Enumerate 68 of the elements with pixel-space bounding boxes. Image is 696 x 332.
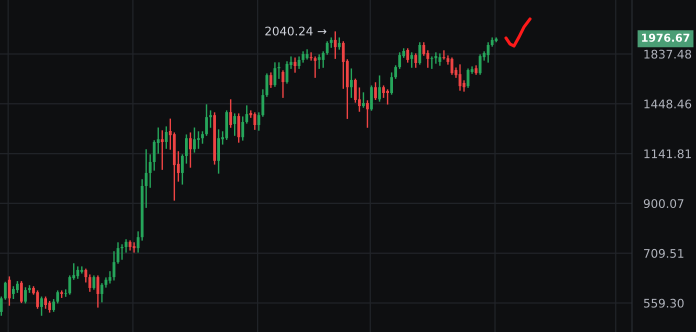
candlestick xyxy=(310,52,313,61)
candlestick xyxy=(314,56,317,78)
candlestick xyxy=(120,244,124,260)
candlestick xyxy=(16,281,19,293)
candlestick xyxy=(209,110,212,128)
candlestick xyxy=(378,75,381,102)
candlestick xyxy=(450,57,454,75)
candlestick xyxy=(269,72,272,88)
candlestick xyxy=(410,52,414,68)
candlestick xyxy=(48,300,52,313)
candlestick xyxy=(350,68,353,98)
candlestick xyxy=(193,128,196,153)
candlestick xyxy=(88,274,92,292)
y-tick-label: 1448.46 xyxy=(644,100,692,108)
candlestick xyxy=(92,275,96,290)
text: 1976.67 xyxy=(642,34,690,42)
candlestick xyxy=(20,281,23,304)
candlestick xyxy=(0,296,3,316)
candlestick xyxy=(374,82,377,100)
candlestick xyxy=(112,251,116,280)
y-tick-label: 1141.81 xyxy=(644,149,691,158)
candlestick xyxy=(24,287,27,304)
candlestick xyxy=(257,112,260,131)
candlestick xyxy=(382,85,385,98)
candlestick xyxy=(201,131,204,144)
candlestick xyxy=(108,271,112,284)
candlestick xyxy=(160,130,164,170)
candlestick xyxy=(197,131,200,149)
candlestick xyxy=(430,56,434,69)
candlestick xyxy=(322,51,325,68)
candlestick xyxy=(386,89,389,105)
candlestick xyxy=(60,290,64,298)
annotation: 2040.24 → xyxy=(265,26,326,36)
candlestick xyxy=(318,54,321,69)
candlestick xyxy=(370,85,373,111)
candlestick xyxy=(36,290,39,309)
candlestick xyxy=(245,105,248,124)
candlestick xyxy=(68,275,72,295)
candlestick xyxy=(189,132,192,168)
y-tick-label: 1837.48 xyxy=(644,50,692,59)
candlestick xyxy=(286,61,288,84)
candlestick xyxy=(229,99,232,128)
candlestick xyxy=(217,129,220,174)
candlestick xyxy=(44,296,47,309)
candlestick xyxy=(362,92,365,108)
candlestick xyxy=(298,56,300,69)
candlestick xyxy=(4,282,7,300)
candlestick xyxy=(40,296,43,316)
candlestick xyxy=(434,52,438,64)
y-tick-label: 559.30 xyxy=(644,298,684,308)
y-tick-label: 709.51 xyxy=(644,248,684,258)
candlestick xyxy=(438,53,442,66)
candlestick xyxy=(294,57,296,73)
candlestick xyxy=(466,68,470,88)
candlestick xyxy=(414,53,418,68)
candlestick xyxy=(8,276,11,306)
candlestick xyxy=(132,242,136,253)
candlestick xyxy=(478,54,482,75)
candlestick xyxy=(116,242,120,264)
candlestick xyxy=(366,100,369,128)
candlestick xyxy=(124,239,128,253)
candlestick xyxy=(274,62,276,87)
y-tick-label: 900.07 xyxy=(644,199,684,208)
candlestick xyxy=(205,104,208,136)
candlestick xyxy=(96,275,100,308)
candlestick xyxy=(80,266,84,274)
candlestick xyxy=(282,70,284,98)
candlestick xyxy=(458,64,462,91)
